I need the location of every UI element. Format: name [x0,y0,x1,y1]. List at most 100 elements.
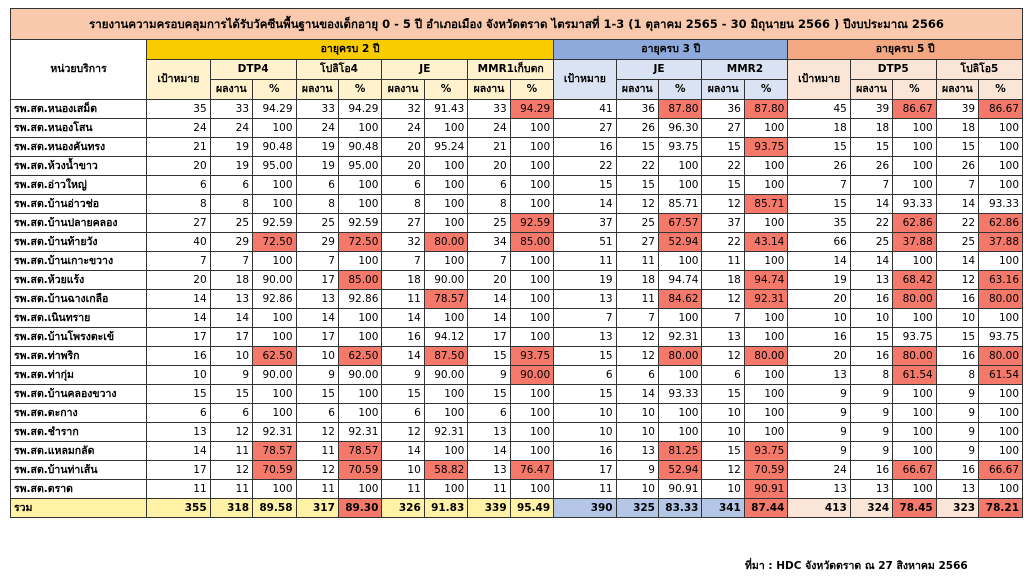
unit-name: รพ.สต.ห้วยแร้ง [9,270,148,290]
cell-dtp5_p: 100 [892,403,937,423]
cell-opv4_p: 90.48 [337,137,383,157]
cell-je2_p: 90.00 [423,365,469,385]
result-subheader: ผลงาน [849,79,894,100]
table-row: รพ.สต.เนินทราย 14 14 100 14 100 14 100 14 100 7 7 10… [9,308,1023,328]
cell-dtp4_p: 90.48 [252,137,297,157]
cell-dtp5_r: 9 [849,403,894,423]
cell-dtp5_p: 93.33 [892,194,937,214]
cell-t3: 13 [553,289,617,309]
unit-name: รพ.สต.ท่าพริก [9,346,148,366]
cell-mmr1_p: 100 [509,251,555,271]
cell-opv4_p: 100 [337,118,383,138]
percent-subheader: % [743,79,789,100]
cell-t2: 6 [146,403,211,423]
cell-je2_p: 80.00 [423,232,469,252]
cell-mmr2_r: 12 [701,289,745,309]
cell-t5: 18 [787,118,851,138]
cell-opv5_r: 9 [935,422,980,442]
cell-opv4_r: 11 [295,479,339,499]
result-subheader: ผลงาน [381,79,425,100]
cell-mmr1_p: 100 [509,327,555,347]
cell-mmr1_r: 14 [467,441,511,461]
cell-je2_r: 32 [381,99,425,119]
age3-header: อายุครบ 3 ปี [553,39,789,60]
cell-opv5_p: 100 [978,308,1023,328]
cell-dtp4_p: 89.58 [252,498,297,518]
cell-mmr1_p: 100 [509,479,555,499]
cell-mmr2_p: 94.74 [743,270,789,290]
table-row: รพ.สต.ห้วงน้ำขาว 20 19 95.00 19 95.00 20 100 20 1… [9,156,1023,176]
cell-opv5_p: 80.00 [978,289,1023,309]
cell-dtp5_p: 100 [892,441,937,461]
age2-header: อายุครบ 2 ปี [146,39,555,60]
cell-opv5_p: 100 [978,384,1023,404]
table-row: รพ.สต.บ้านฉางเกลือ 14 13 92.86 13 92.86 11 78.5… [9,289,1023,309]
cell-je2_r: 20 [381,137,425,157]
cell-je3_r: 27 [615,232,659,252]
cell-je2_r: 14 [381,346,425,366]
cell-t2: 20 [146,156,211,176]
cell-je3_p: 100 [657,156,703,176]
cell-je2_p: 58.82 [423,460,469,480]
dtp4-header: DTP4 [209,59,297,80]
mmr2-header: MMR2 [701,59,789,80]
cell-mmr2_p: 93.75 [743,441,789,461]
table-row: รพ.สต.บ้านเกาะขวาง 7 7 100 7 100 7 100 7 100 11 11 1… [9,251,1023,271]
cell-dtp5_r: 16 [849,346,894,366]
cell-je3_p: 81.25 [657,441,703,461]
cell-dtp4_r: 9 [209,365,254,385]
unit-name: รพ.สต.บ้านฉางเกลือ [9,289,148,309]
cell-mmr1_p: 100 [509,270,555,290]
cell-mmr1_p: 100 [509,289,555,309]
cell-opv5_p: 100 [978,479,1023,499]
cell-dtp4_p: 100 [252,194,297,214]
unit-name: รพ.สต.หนองคันทรง [9,137,148,157]
cell-opv5_p: 78.21 [978,498,1023,518]
cell-dtp4_p: 100 [252,308,297,328]
cell-dtp5_p: 100 [892,156,937,176]
cell-dtp5_p: 80.00 [892,346,937,366]
cell-t3: 7 [553,308,617,328]
cell-dtp4_r: 11 [209,479,254,499]
cell-mmr1_p: 100 [509,441,555,461]
cell-mmr1_r: 20 [467,270,511,290]
percent-subheader: % [423,79,469,100]
cell-t5: 66 [787,232,851,252]
cell-dtp5_r: 25 [849,232,894,252]
cell-mmr1_r: 6 [467,403,511,423]
cell-t3: 15 [553,175,617,195]
cell-dtp4_r: 29 [209,232,254,252]
cell-opv4_p: 100 [337,479,383,499]
cell-je3_r: 25 [615,213,659,233]
cell-opv4_r: 33 [295,99,339,119]
cell-opv5_r: 14 [935,194,980,214]
cell-t3: 16 [553,441,617,461]
cell-opv5_r: 18 [935,118,980,138]
cell-je3_p: 92.31 [657,327,703,347]
source-note: ที่มา : HDC จังหวัดตราด ณ 27 สิงหาคม 256… [745,560,968,572]
cell-mmr2_p: 85.71 [743,194,789,214]
cell-mmr2_r: 18 [701,270,745,290]
table-row: รพ.สต.ท่าพริก 16 10 62.50 10 62.50 14 87.50 15 93… [9,346,1023,366]
cell-je3_r: 14 [615,384,659,404]
cell-je3_r: 15 [615,175,659,195]
report-container: รายงานความครอบคลุมการได้รับวัคซีนพื้นฐาน… [9,8,1024,518]
cell-je2_p: 100 [423,479,469,499]
cell-opv4_p: 92.31 [337,422,383,442]
unit-name: รพ.สต.หนองโสน [9,118,148,138]
cell-t2: 13 [146,422,211,442]
unit-name: รพ.สต.แหลมกลัด [9,441,148,461]
cell-dtp4_r: 12 [209,460,254,480]
cell-je3_p: 93.75 [657,137,703,157]
cell-je2_p: 100 [423,175,469,195]
cell-mmr2_p: 100 [743,384,789,404]
cell-t2: 11 [146,479,211,499]
cell-je2_p: 100 [423,441,469,461]
cell-t2: 17 [146,460,211,480]
cell-opv4_p: 100 [337,384,383,404]
cell-opv5_r: 13 [935,479,980,499]
cell-dtp5_r: 9 [849,422,894,442]
unit-name: รพ.สต.ชำราก [9,422,148,442]
cell-opv5_p: 62.86 [978,213,1023,233]
cell-t5: 9 [787,403,851,423]
